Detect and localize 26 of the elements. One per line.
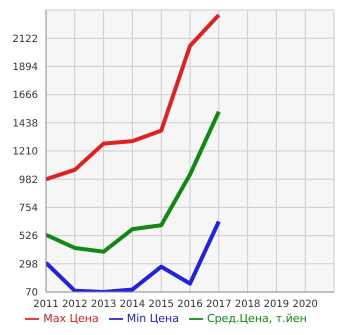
y-tick-label: 526: [18, 231, 38, 242]
x-tick-label: 2016: [177, 299, 203, 310]
line-series: [46, 220, 221, 292]
y-tick-label: 298: [18, 259, 38, 270]
y-tick-label: 1666: [12, 90, 38, 102]
x-tick-label: 2012: [62, 299, 88, 310]
x-tick-label: 2015: [148, 299, 174, 310]
legend-label: Сред.Цена, т.йен: [206, 312, 307, 326]
line-series: [46, 110, 221, 254]
legend-label: Min Цена: [126, 312, 179, 326]
y-tick-label: 754: [18, 202, 38, 214]
x-tick-label: 2011: [33, 299, 59, 310]
y-tick-label: 70: [25, 288, 38, 299]
y-tick-label: 1210: [12, 146, 38, 158]
y-tick-label: 1894: [12, 62, 38, 73]
legend-label: Max Цена: [43, 312, 99, 326]
line-series: [46, 12, 221, 182]
y-tick-label: 1438: [12, 118, 38, 130]
y-tick-label: 982: [18, 174, 38, 186]
x-tick-label: 2018: [234, 299, 260, 310]
y-tick-label: 2122: [12, 34, 38, 45]
x-tick-label: 2014: [120, 299, 146, 310]
x-tick-label: 2019: [264, 299, 290, 310]
x-tick-label: 2013: [90, 299, 116, 310]
x-tick-label: 2017: [206, 299, 232, 310]
x-tick-label: 2020: [292, 299, 318, 310]
